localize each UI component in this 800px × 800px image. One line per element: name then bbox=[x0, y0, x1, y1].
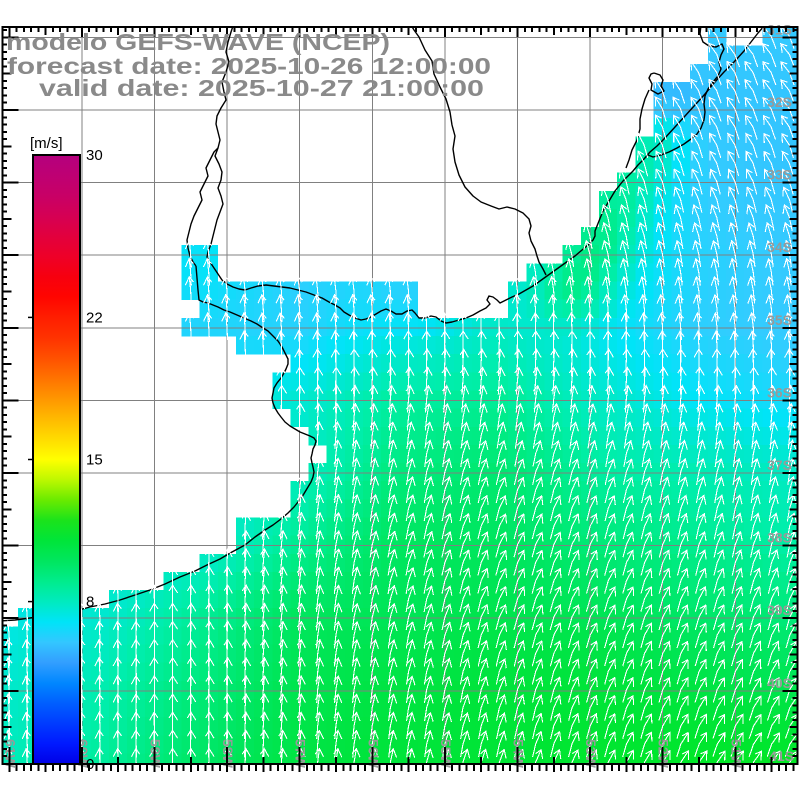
svg-text:valid date: 2025-10-27 21:00:0: valid date: 2025-10-27 21:00:00 bbox=[39, 75, 484, 101]
svg-text:22: 22 bbox=[86, 309, 103, 326]
svg-text:modelo GEFS-WAVE (NCEP): modelo GEFS-WAVE (NCEP) bbox=[6, 29, 390, 55]
svg-text:8: 8 bbox=[86, 594, 94, 611]
svg-text:32S: 32S bbox=[767, 94, 792, 110]
svg-text:41S: 41S bbox=[769, 748, 794, 764]
svg-text:33S: 33S bbox=[767, 167, 792, 183]
svg-text:37S: 37S bbox=[767, 457, 792, 473]
svg-text:15: 15 bbox=[86, 452, 103, 469]
svg-text:[m/s]: [m/s] bbox=[30, 135, 63, 152]
svg-text:forecast date: 2025-10-26 12:0: forecast date: 2025-10-26 12:00:00 bbox=[7, 53, 491, 79]
svg-text:38S: 38S bbox=[767, 530, 792, 546]
svg-text:0: 0 bbox=[86, 756, 94, 773]
svg-text:40S: 40S bbox=[767, 675, 792, 691]
svg-text:36S: 36S bbox=[767, 384, 792, 400]
svg-text:34S: 34S bbox=[767, 239, 792, 255]
svg-text:35S: 35S bbox=[767, 312, 792, 328]
svg-text:30: 30 bbox=[86, 147, 103, 164]
svg-text:39S: 39S bbox=[767, 602, 792, 618]
